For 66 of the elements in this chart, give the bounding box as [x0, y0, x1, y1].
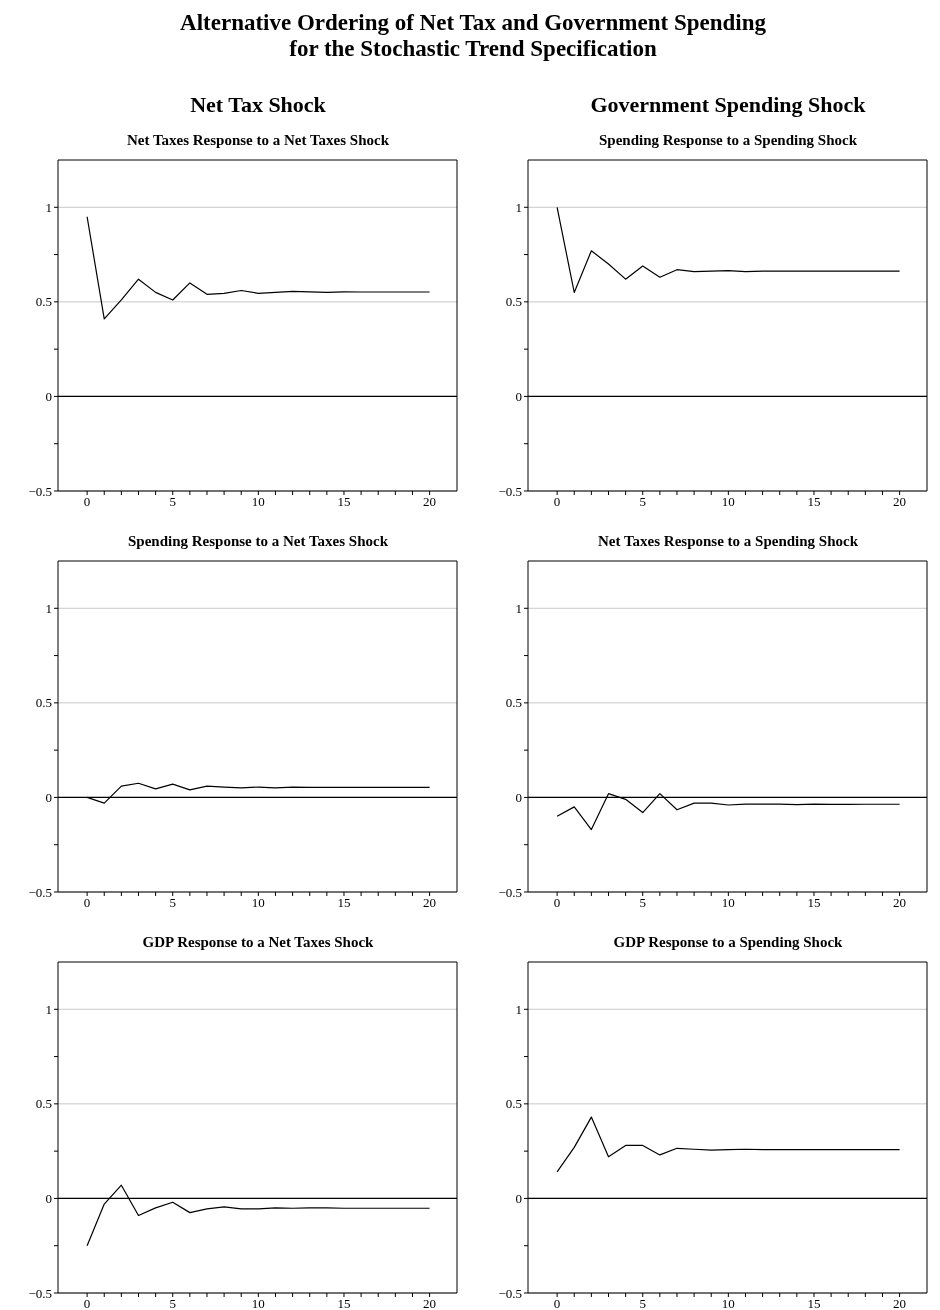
x-tick-label: 20: [423, 1296, 437, 1310]
x-tick-label: 20: [893, 895, 907, 911]
y-tick-label: −0.5: [498, 1285, 522, 1301]
x-tick-label: 10: [251, 895, 265, 911]
y-tick-label: −0.5: [498, 483, 522, 499]
x-tick-label: 5: [639, 895, 646, 911]
chart-title: Spending Response to a Spending Shock: [598, 132, 858, 149]
y-tick-label: −0.5: [28, 483, 52, 499]
y-tick-label: −0.5: [28, 1285, 52, 1301]
x-tick-label: 5: [639, 494, 646, 510]
x-tick-label: 0: [83, 1296, 91, 1310]
chart-title: Net Taxes Response to a Net Taxes Shock: [125, 132, 391, 149]
x-tick-label: 20: [893, 494, 907, 510]
x-tick-label: 15: [807, 1296, 821, 1310]
x-tick-label: 5: [639, 1296, 646, 1310]
y-tick-label: 0: [515, 1191, 522, 1207]
x-tick-label: 20: [423, 895, 437, 911]
y-tick-label: 1: [515, 600, 522, 616]
chart-title: Spending Response to a Net Taxes Shock: [126, 533, 390, 550]
chart-title: Net Taxes Response to a Spending Shock: [596, 533, 860, 550]
x-tick-label: 15: [337, 494, 351, 510]
x-tick-label: 15: [337, 1296, 351, 1310]
line-series: [86, 216, 431, 320]
y-tick-label: −0.5: [28, 884, 52, 900]
y-tick-label: 1: [515, 1001, 522, 1017]
x-tick-label: 15: [807, 494, 821, 510]
x-tick-label: 10: [721, 895, 735, 911]
x-tick-label: 5: [169, 494, 176, 510]
y-tick-label: 0.5: [35, 1096, 52, 1112]
x-tick-label: 20: [893, 1296, 907, 1310]
text: Government Spending Shock: [589, 92, 867, 118]
x-tick-label: 0: [83, 895, 91, 911]
y-tick-label: 0: [45, 389, 52, 405]
y-tick-label: 1: [45, 1001, 52, 1017]
x-tick-label: 0: [553, 895, 561, 911]
x-tick-label: 15: [337, 895, 351, 911]
x-tick-label: 20: [423, 494, 437, 510]
x-tick-label: 0: [553, 1296, 561, 1310]
y-tick-label: 1: [45, 600, 52, 616]
y-tick-label: 0.5: [35, 695, 52, 711]
y-tick-label: 0.5: [505, 1096, 522, 1112]
chart-title: GDP Response to a Net Taxes Shock: [141, 934, 375, 951]
x-tick-label: 5: [169, 1296, 176, 1310]
text: Alternative Ordering of Net Tax and Government Spending for the Stochastic Trend Specification: [179, 9, 767, 62]
text: Net Tax Shock: [189, 92, 327, 118]
y-tick-label: 0: [45, 790, 52, 806]
y-tick-label: 0: [515, 389, 522, 405]
line-series: [556, 206, 901, 293]
y-tick-label: 1: [515, 199, 522, 215]
x-tick-label: 5: [169, 895, 176, 911]
y-tick-label: 0.5: [505, 294, 522, 310]
x-tick-label: 15: [807, 895, 821, 911]
chart-title: GDP Response to a Spending Shock: [612, 934, 844, 951]
x-tick-label: 0: [553, 494, 561, 510]
x-tick-label: 10: [251, 1296, 265, 1310]
x-tick-label: 10: [721, 1296, 735, 1310]
y-tick-label: −0.5: [498, 884, 522, 900]
x-tick-label: 10: [721, 494, 735, 510]
x-tick-label: 0: [83, 494, 91, 510]
y-tick-label: 1: [45, 199, 52, 215]
line-series: [556, 1116, 901, 1173]
y-tick-label: 0: [515, 790, 522, 806]
y-tick-label: 0.5: [35, 294, 52, 310]
x-tick-label: 10: [251, 494, 265, 510]
y-tick-label: 0.5: [505, 695, 522, 711]
y-tick-label: 0: [45, 1191, 52, 1207]
